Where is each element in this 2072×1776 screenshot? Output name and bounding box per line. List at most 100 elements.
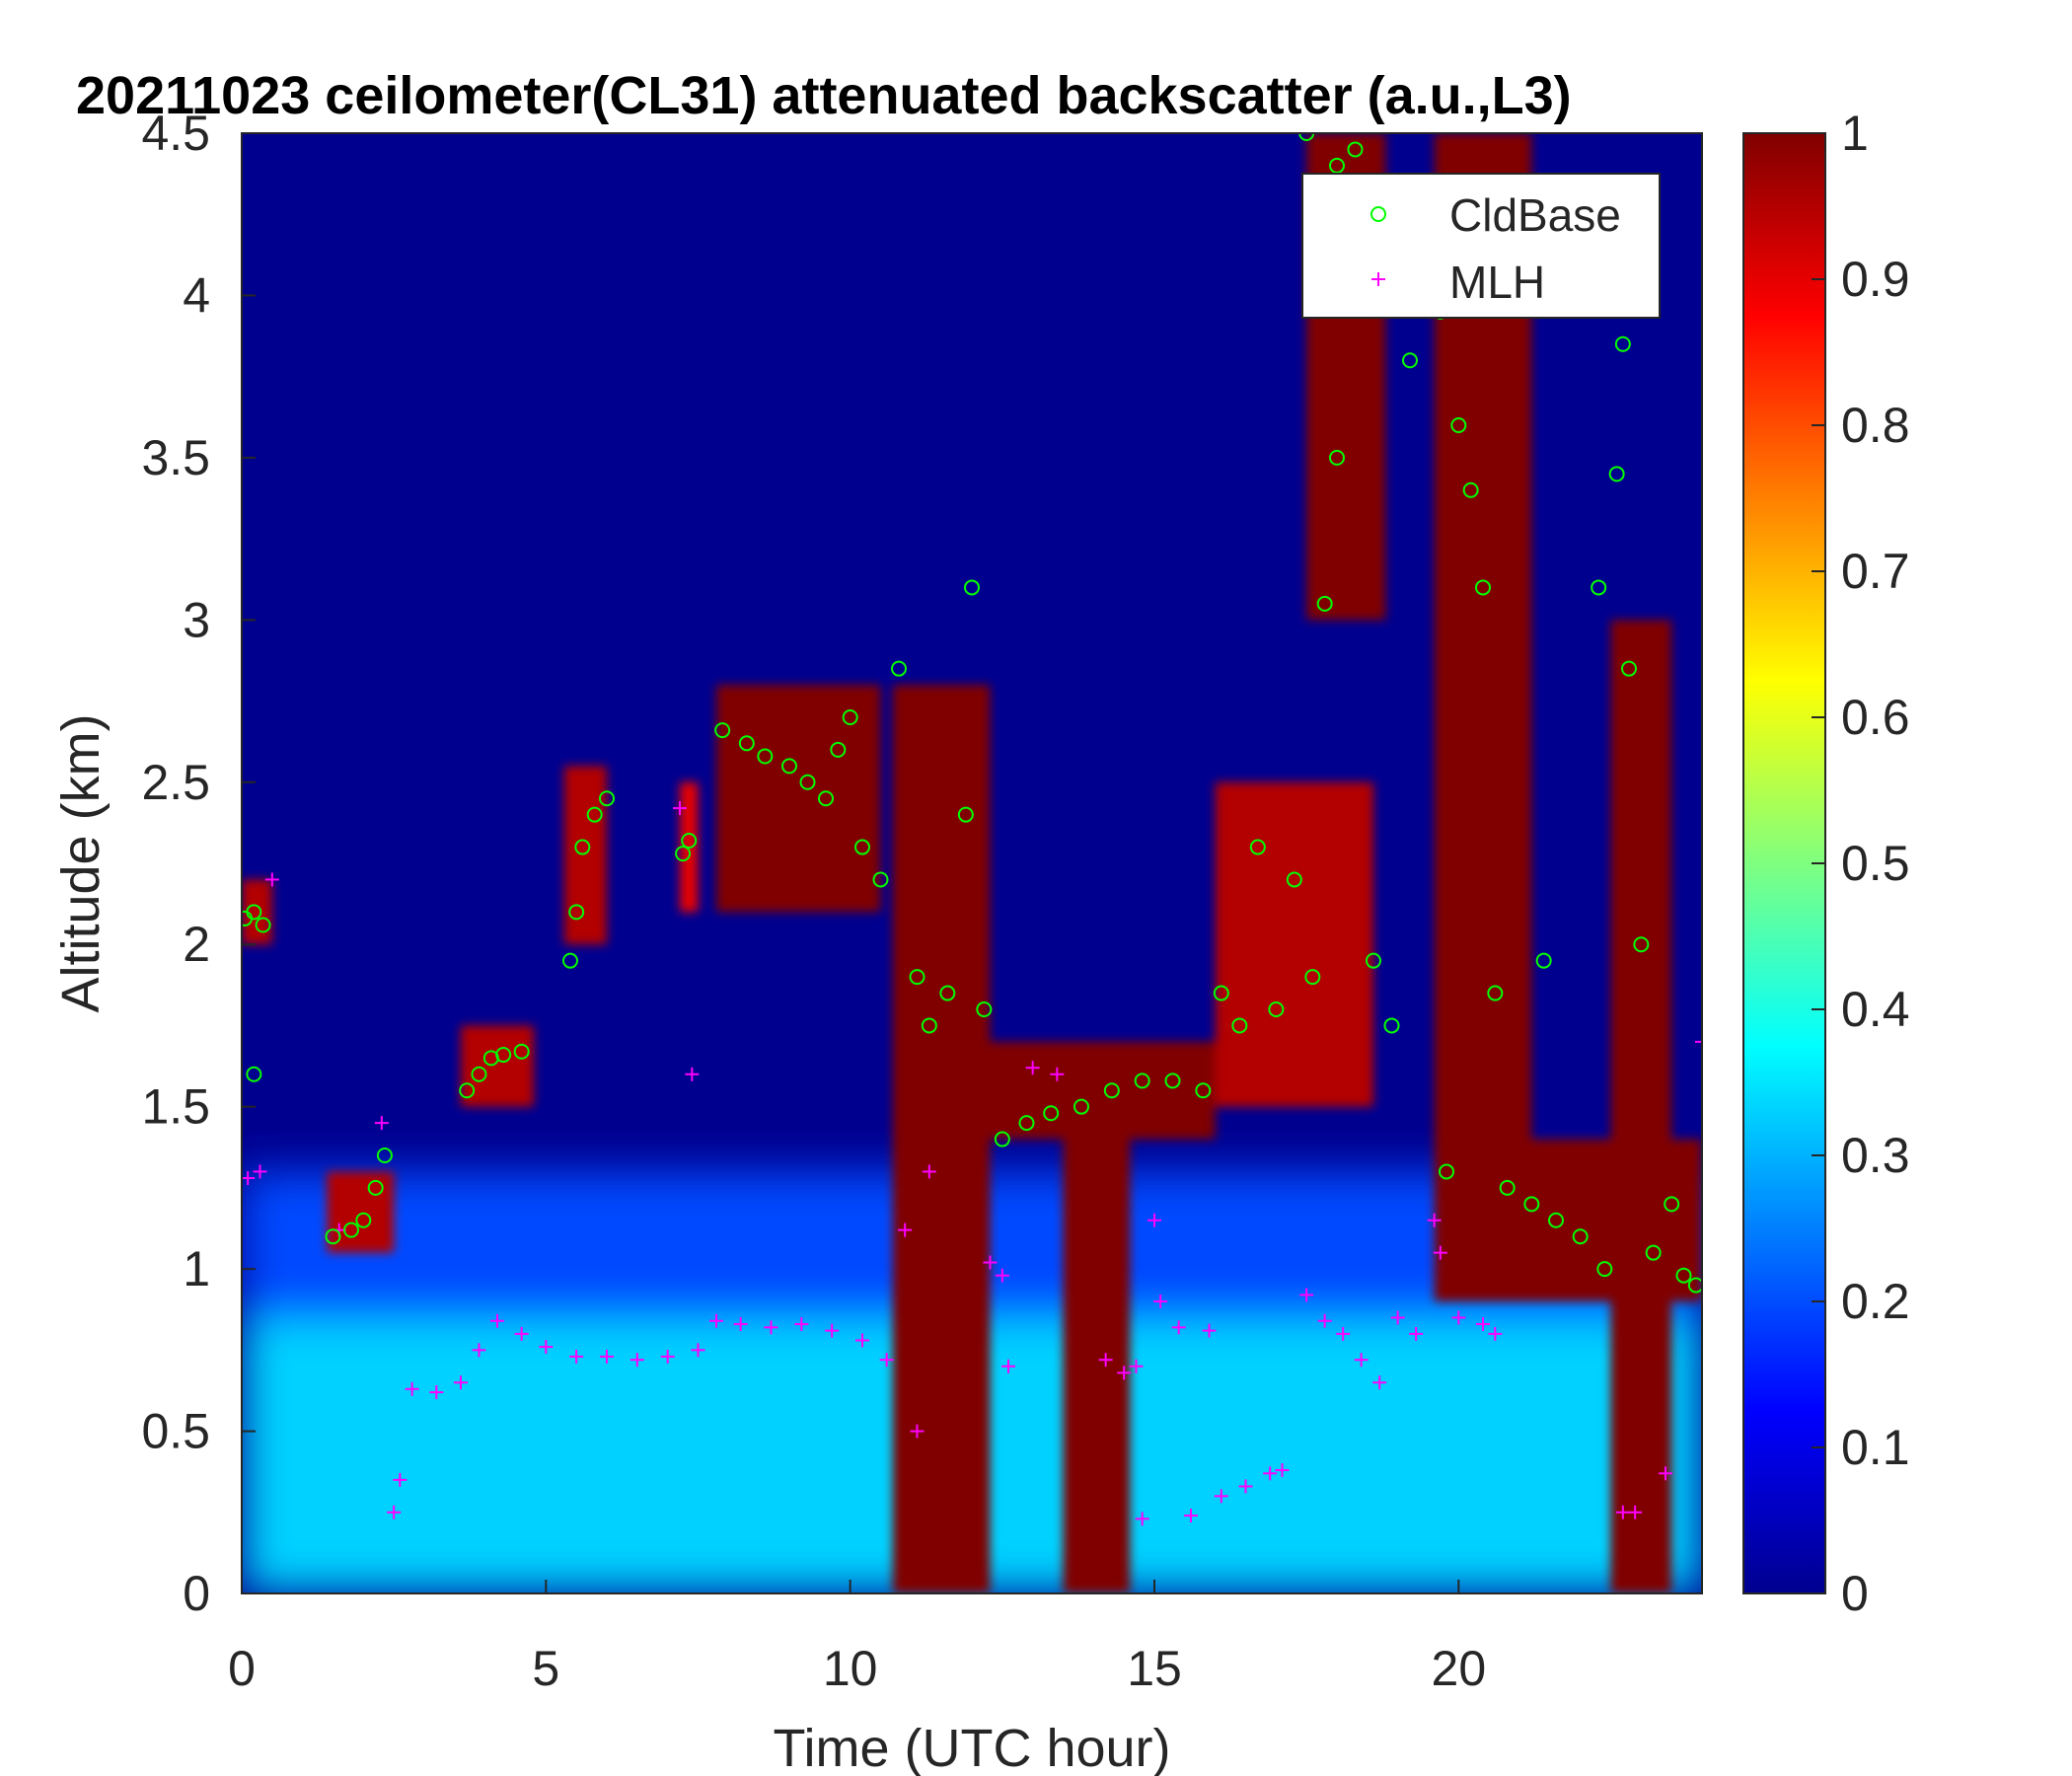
cldbase-point bbox=[1621, 660, 1637, 677]
colorbar-tick-label: 0.4 bbox=[1841, 982, 1910, 1037]
cldbase-point bbox=[1134, 1073, 1150, 1089]
cldbase-point bbox=[568, 904, 585, 921]
cldbase-point bbox=[976, 1001, 993, 1017]
mlh-point bbox=[983, 1255, 998, 1270]
colorbar-tick-label: 1 bbox=[1841, 106, 1869, 161]
colorbar-tick-label: 0.1 bbox=[1841, 1420, 1910, 1475]
legend-mlh-marker bbox=[1371, 272, 1385, 286]
y-tick-label: 1.5 bbox=[141, 1079, 210, 1135]
cldbase-point bbox=[1103, 1082, 1120, 1099]
heatmap-cell bbox=[1215, 781, 1373, 1107]
cldbase-point bbox=[1548, 1212, 1564, 1228]
cldbase-point bbox=[1316, 595, 1333, 612]
mlh-point bbox=[454, 1375, 468, 1390]
cldbase-point bbox=[246, 904, 262, 921]
cldbase-point bbox=[367, 1179, 384, 1196]
cldbase-point bbox=[842, 709, 858, 725]
mlh-point bbox=[1390, 1310, 1405, 1325]
mlh-point bbox=[490, 1313, 504, 1328]
mlh-point bbox=[539, 1340, 554, 1355]
colorbar-tick-label: 0.6 bbox=[1841, 690, 1910, 745]
mlh-series bbox=[242, 801, 1702, 1526]
mlh-point bbox=[1615, 1505, 1630, 1519]
mlh-point bbox=[1372, 1375, 1387, 1390]
mlh-point bbox=[733, 1317, 748, 1332]
mlh-point bbox=[879, 1353, 894, 1368]
y-tick-label: 2.5 bbox=[141, 755, 210, 810]
mlh-point bbox=[685, 1067, 700, 1081]
cldbase-point bbox=[1645, 1244, 1662, 1261]
mlh-point bbox=[1135, 1512, 1149, 1526]
cldbase-point bbox=[1018, 1115, 1035, 1132]
cldbase-point bbox=[1523, 1196, 1540, 1213]
mlh-point bbox=[1299, 1288, 1314, 1302]
mlh-point bbox=[1476, 1317, 1490, 1332]
mlh-point bbox=[1238, 1479, 1253, 1494]
cldbase-point bbox=[1213, 985, 1229, 1001]
cldbase-point bbox=[675, 846, 692, 862]
colorbar: 0 0.1 0.2 0.3 0.4 0.5 0.6 0.7 0.8 0.9 1 bbox=[1742, 106, 1910, 1621]
cldbase-point bbox=[1298, 133, 1315, 141]
cldbase-point bbox=[1329, 157, 1345, 174]
heatmap-cell bbox=[1610, 620, 1672, 1593]
y-tick-label: 0 bbox=[183, 1566, 210, 1621]
cldbase-point bbox=[1366, 952, 1381, 969]
y-tick-label: 4 bbox=[183, 267, 210, 323]
mlh-point bbox=[1050, 1067, 1065, 1081]
mlh-point bbox=[691, 1343, 705, 1358]
heatmap-cell bbox=[892, 685, 991, 1593]
cldbase-point bbox=[818, 790, 834, 807]
legend: CldBase MLH bbox=[1301, 173, 1661, 319]
mlh-point bbox=[764, 1320, 778, 1335]
y-tick-label: 4.5 bbox=[141, 106, 210, 161]
mlh-point bbox=[600, 1349, 614, 1364]
mlh-point bbox=[1659, 1466, 1672, 1481]
cldbase-point bbox=[325, 1228, 341, 1245]
mlh-point bbox=[1433, 1245, 1447, 1260]
cldbase-point bbox=[799, 774, 816, 790]
cldbase-point bbox=[1487, 985, 1504, 1001]
x-tick-label: 0 bbox=[228, 1641, 256, 1696]
plot-area bbox=[241, 132, 1703, 1594]
cldbase-point bbox=[343, 1221, 359, 1238]
cldbase-point bbox=[1043, 1105, 1060, 1122]
cldbase-point bbox=[757, 748, 774, 765]
mlh-point bbox=[1025, 1061, 1040, 1075]
mlh-point bbox=[1147, 1213, 1161, 1227]
cldbase-point bbox=[1286, 871, 1302, 888]
mlh-point bbox=[1202, 1323, 1217, 1338]
mlh-point bbox=[387, 1505, 402, 1519]
y-tick-label: 1 bbox=[183, 1241, 210, 1296]
mlh-point bbox=[472, 1343, 486, 1358]
cldbase-point bbox=[994, 1131, 1010, 1147]
cldbase-point bbox=[964, 579, 980, 596]
mlh-point bbox=[794, 1317, 809, 1332]
cldbase-point bbox=[599, 790, 615, 807]
heatmap-cell bbox=[1434, 133, 1532, 1301]
mlh-point bbox=[1695, 1034, 1702, 1049]
mlh-point bbox=[264, 872, 279, 887]
cldbase-point bbox=[562, 952, 578, 969]
cldbase-point bbox=[1231, 1017, 1248, 1034]
cldbase-point bbox=[459, 1082, 476, 1099]
mlh-point bbox=[1001, 1359, 1015, 1373]
mlh-point bbox=[995, 1268, 1009, 1283]
y-tick-label: 2 bbox=[183, 917, 210, 972]
mlh-point bbox=[1263, 1466, 1278, 1481]
mlh-point bbox=[660, 1349, 675, 1364]
colorbar-tick-label: 0.9 bbox=[1841, 252, 1910, 307]
cldbase-point bbox=[738, 735, 755, 752]
cldbase-point bbox=[1596, 1261, 1613, 1278]
cldbase-series bbox=[242, 133, 1702, 1294]
colorbar-tick-label: 0.3 bbox=[1841, 1128, 1910, 1183]
cldbase-point bbox=[1633, 936, 1650, 953]
mlh-point bbox=[910, 1424, 925, 1439]
cldbase-point bbox=[1535, 952, 1552, 969]
cldbase-point bbox=[1462, 481, 1479, 498]
cldbase-point bbox=[1383, 1017, 1400, 1034]
mlh-point bbox=[393, 1472, 407, 1487]
mlh-point bbox=[1129, 1359, 1144, 1373]
cldbase-point bbox=[513, 1043, 530, 1060]
mlh-point bbox=[1488, 1326, 1503, 1341]
x-axis-label: Time (UTC hour) bbox=[773, 1719, 1170, 1776]
